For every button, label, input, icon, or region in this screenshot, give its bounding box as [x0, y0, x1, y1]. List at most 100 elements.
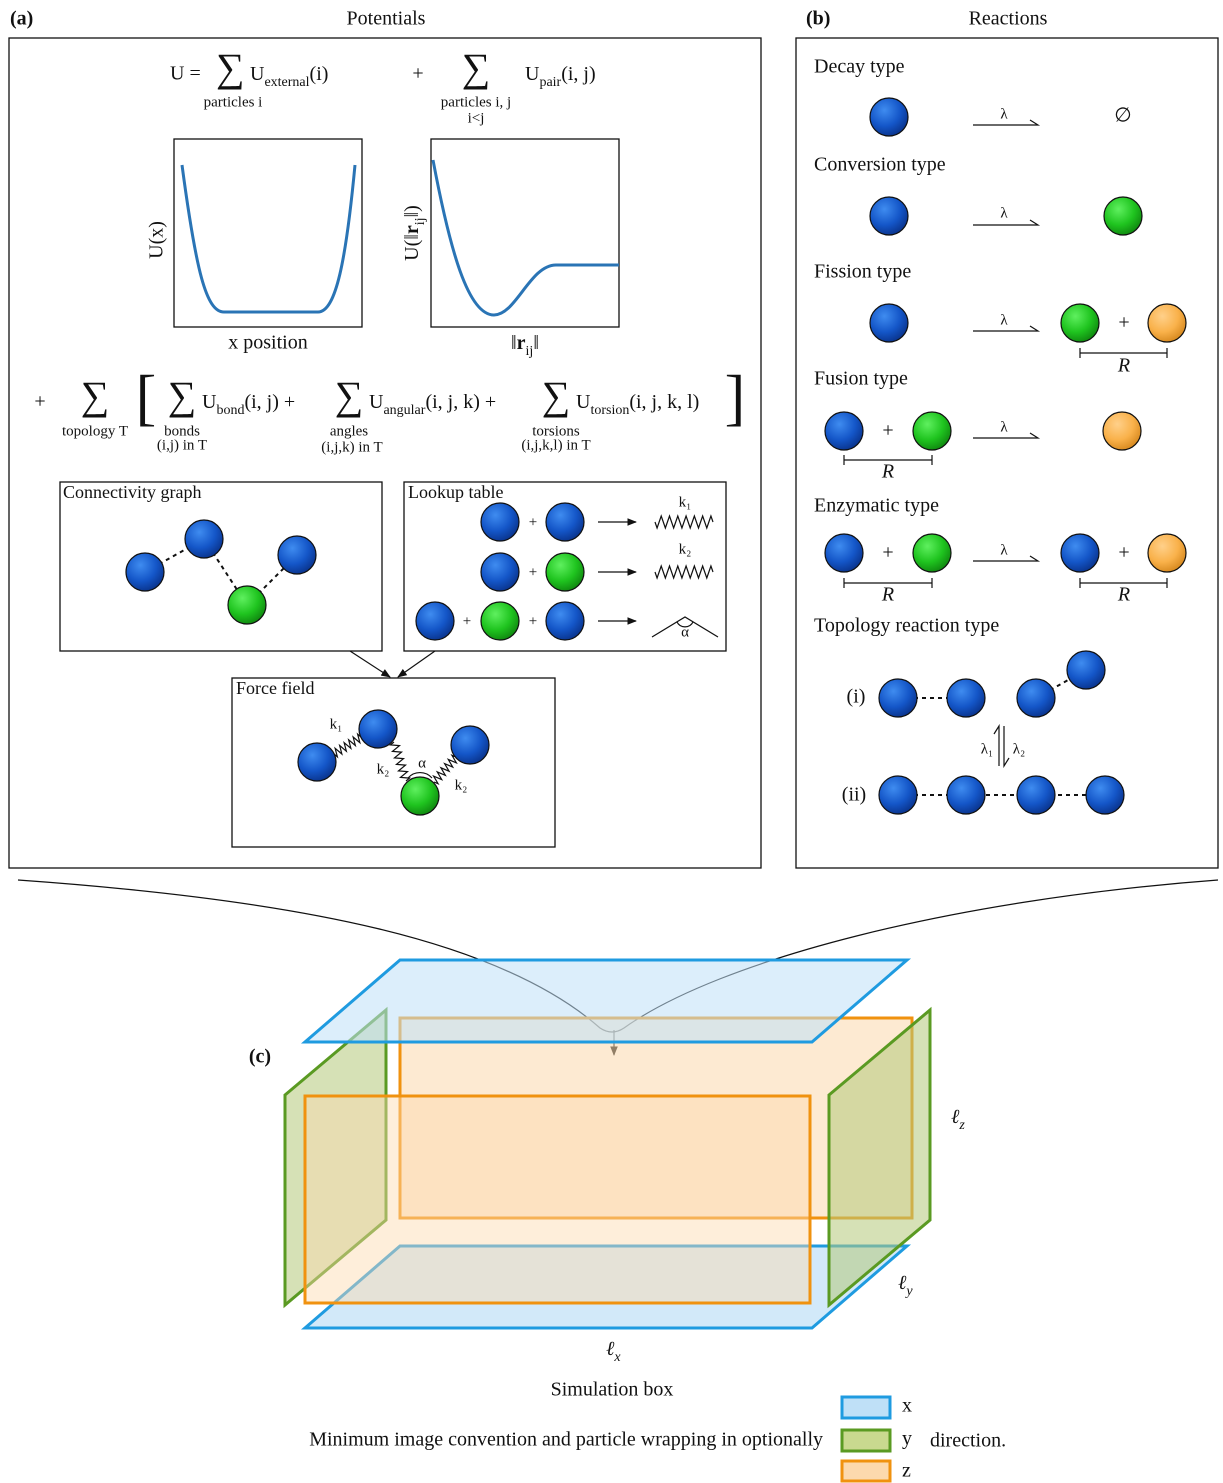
plus: + — [1118, 542, 1129, 564]
particle — [278, 536, 316, 574]
pair-plot-frame — [431, 139, 619, 327]
args: (i, j) + — [244, 391, 295, 413]
connector — [398, 651, 435, 677]
length-y: ℓy — [898, 1272, 913, 1299]
sub: angular — [383, 403, 425, 418]
label: Utorsion(i, j, k, l) — [576, 391, 699, 418]
panel-a: (a) Potentials U = ∑ Uexternal(i) partic… — [9, 8, 761, 868]
rate: λ — [1000, 312, 1008, 328]
labels: k₂ — [455, 777, 468, 793]
label: k₁ — [679, 494, 692, 510]
distance: R — [881, 461, 894, 483]
page: Potentials and reactions diagram html, b… — [0, 0, 1223, 1483]
particle — [1061, 304, 1099, 342]
term: U — [525, 63, 540, 85]
plus: + — [412, 63, 423, 85]
particle — [401, 777, 439, 815]
particle — [870, 98, 908, 136]
legend-swatch-y — [842, 1430, 890, 1451]
name: Fusion type — [814, 368, 908, 390]
spring — [334, 734, 361, 757]
rate: λ — [1000, 106, 1008, 122]
z-face-front — [305, 1096, 810, 1303]
particle — [228, 586, 266, 624]
args: (i) — [310, 63, 329, 85]
open: [ — [136, 364, 157, 432]
index-2: (i,j,k) in T — [321, 439, 382, 455]
length-z: ℓz — [951, 1106, 965, 1133]
product: ∅ — [1114, 105, 1131, 127]
external-term: Uexternal(i) — [250, 63, 328, 90]
external-potential-curve — [182, 165, 355, 312]
y-label-r: r — [401, 225, 423, 234]
index-2: (i,j) in T — [157, 437, 207, 453]
particle — [947, 776, 985, 814]
title: Potentials — [347, 8, 426, 30]
legend: x — [902, 1395, 912, 1417]
name: Enzymatic type — [814, 495, 939, 517]
particle — [1086, 776, 1124, 814]
rate: λ — [1000, 205, 1008, 221]
particle — [546, 602, 584, 640]
particle — [825, 412, 863, 450]
y-label-sub: ij — [413, 217, 428, 225]
particle — [451, 726, 489, 764]
external-plot-frame — [174, 139, 362, 327]
spring — [655, 566, 713, 578]
particle — [481, 553, 519, 591]
name: Conversion type — [814, 154, 946, 176]
plus: + — [463, 613, 471, 629]
states: (i) — [847, 686, 866, 708]
label: k₂ — [679, 541, 692, 557]
plus: + — [882, 542, 893, 564]
particle — [359, 710, 397, 748]
label: (b) — [806, 8, 830, 30]
states: (ii) — [842, 784, 866, 806]
particle — [1017, 776, 1055, 814]
labels: k₁ — [330, 716, 343, 732]
legend: y — [902, 1428, 912, 1450]
particle — [481, 602, 519, 640]
equilibrium-down — [1004, 726, 1009, 766]
sum: ∑ — [81, 373, 110, 418]
particle — [546, 553, 584, 591]
title: Simulation box — [551, 1379, 674, 1401]
labels: α — [418, 755, 426, 771]
particle — [1148, 534, 1186, 572]
rate: λ — [1000, 542, 1008, 558]
rates: λ₂ — [1013, 741, 1026, 757]
term: U — [250, 63, 265, 85]
rates: λ₁ — [981, 741, 994, 757]
plus: + — [529, 613, 537, 629]
index: particles i, j — [441, 94, 511, 110]
particle — [416, 602, 454, 640]
panel-b: (b) Reactions Decay type λ ∅ Conversion … — [796, 8, 1218, 868]
spring — [434, 755, 457, 783]
plus: + — [1118, 312, 1129, 334]
index: particles i — [204, 94, 263, 110]
distance: R — [1117, 355, 1130, 377]
particle — [1017, 679, 1055, 717]
sum: ∑ — [462, 45, 491, 90]
particle — [913, 412, 951, 450]
particle — [947, 679, 985, 717]
labels: k₂ — [377, 761, 390, 777]
x-label: x position — [228, 332, 307, 354]
sub: external — [264, 75, 309, 90]
term: U — [576, 391, 591, 413]
pair-potential-curve — [433, 160, 619, 315]
plus: + — [529, 514, 537, 530]
particle — [1103, 412, 1141, 450]
sum-symbol: ∑ — [216, 45, 245, 90]
title: Connectivity graph — [63, 482, 201, 502]
label: Ubond(i, j) + — [202, 391, 295, 418]
sum: ∑ — [335, 373, 364, 418]
particle — [481, 503, 519, 541]
index: topology T — [62, 423, 128, 439]
title: Lookup table — [408, 482, 503, 502]
label: Uangular(i, j, k) + — [369, 391, 496, 418]
sub: torsion — [590, 403, 629, 418]
plus: + — [882, 420, 893, 442]
args: (i, j, k) + — [425, 391, 496, 413]
x-label-close: ‖ — [533, 332, 539, 354]
